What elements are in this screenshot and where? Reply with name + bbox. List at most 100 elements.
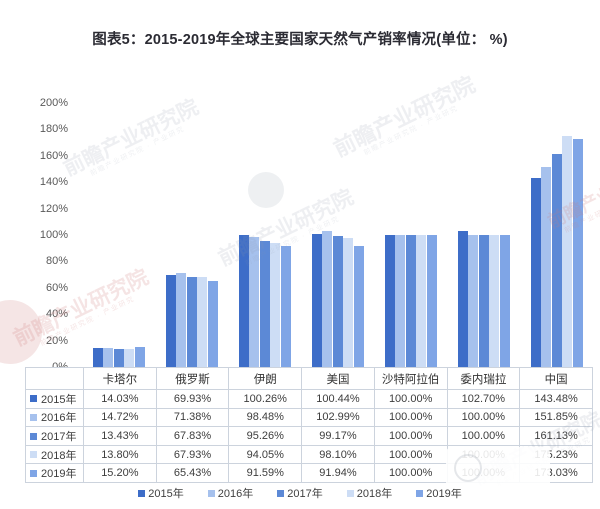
chart-bar — [416, 235, 426, 367]
chart-bar — [197, 277, 207, 367]
legend-swatch-icon — [138, 489, 146, 497]
data-table: 卡塔尔 俄罗斯 伊朗 美国 沙特阿拉伯 委内瑞拉 中国 2015年 14.03% 69.93% 1… — [25, 367, 593, 483]
series-swatch-icon — [30, 395, 37, 403]
table-row: 2018年 13.80% 67.93% 94.05% 98.10% 100.00% 100.… — [25, 444, 593, 465]
chart-bar — [384, 235, 395, 367]
table-row: 2016年 14.72% 71.38% 98.48% 102.99% 100.00% 100… — [25, 407, 593, 428]
table-value-cell: 100.00% — [446, 463, 521, 483]
chart-bar — [468, 235, 478, 367]
table-value-cell: 94.05% — [228, 444, 303, 465]
table-value-cell: 143.48% — [519, 389, 593, 409]
chart-bar — [499, 235, 510, 367]
table-row: 2015年 14.03% 69.93% 100.26% 100.44% 100.00% 10… — [25, 389, 593, 409]
table-value-cell: 100.00% — [446, 407, 521, 428]
table-column-header: 卡塔尔 — [83, 367, 157, 390]
legend-label: 2016年 — [217, 488, 254, 500]
table-value-cell: 71.38% — [155, 407, 230, 428]
chart-bar — [562, 135, 572, 367]
chart-title: 图表5：2015-2019年全球主要国家天然气产销率情况(单位： %) — [92, 32, 508, 48]
legend-item: 2015年 — [138, 485, 184, 501]
table-value-cell: 100.00% — [373, 389, 448, 409]
table-value-cell: 67.93% — [155, 444, 230, 465]
table-value-cell: 95.26% — [228, 426, 303, 446]
table-column-header: 美国 — [301, 367, 375, 390]
chart-bar — [353, 245, 364, 367]
chart-bar — [551, 154, 562, 367]
chart-bar — [541, 166, 551, 367]
y-axis-tick-label: 40% — [45, 308, 68, 321]
chart-bar — [92, 348, 103, 367]
chart-bar — [311, 234, 322, 367]
chart-bar — [113, 349, 124, 367]
table-value-cell: 100.00% — [373, 407, 448, 428]
legend-label: 2018年 — [356, 488, 393, 500]
chart-bar — [530, 177, 541, 367]
y-axis-tick-label: 20% — [45, 334, 68, 347]
table-value-cell: 91.94% — [301, 463, 375, 483]
chart-bar — [165, 274, 176, 367]
chart-bar — [457, 231, 468, 367]
table-value-cell: 100.44% — [301, 389, 375, 409]
table-value-cell: 99.17% — [301, 426, 375, 446]
table-row-label: 2017年 — [25, 426, 84, 446]
y-axis: 0%20%40%60%80%100%120%140%160%180%200% — [22, 97, 68, 373]
series-swatch-icon — [30, 469, 37, 477]
table-value-cell: 65.43% — [155, 463, 230, 483]
chart-bar — [280, 246, 291, 367]
y-axis-tick-label: 120% — [39, 202, 68, 215]
chart-bar — [426, 235, 437, 367]
table-value-cell: 100.00% — [446, 426, 521, 446]
table-value-cell: 14.72% — [83, 407, 157, 428]
legend-label: 2017年 — [287, 488, 323, 500]
y-axis-tick-label: 100% — [39, 229, 68, 241]
chart-bar — [322, 231, 332, 367]
chart-bar — [478, 235, 489, 367]
series-swatch-icon — [30, 432, 37, 440]
table-value-cell: 161.13% — [519, 426, 593, 446]
y-axis-tick-label: 80% — [45, 255, 68, 268]
chart-bar — [405, 235, 416, 367]
table-column-header: 伊朗 — [228, 367, 303, 390]
chart-bar — [343, 237, 353, 367]
y-axis-tick-label: 140% — [39, 176, 68, 189]
legend-swatch-icon — [346, 489, 354, 497]
chart-bar — [489, 235, 499, 367]
table-row-label: 2015年 — [25, 389, 84, 409]
chart-bar — [103, 347, 113, 367]
table-value-cell: 15.20% — [83, 463, 157, 483]
y-axis-tick-label: 60% — [45, 281, 68, 294]
chart-legend: 2015年 2016年 2017年 2018年 2019年 — [0, 485, 600, 501]
table-column-header: 沙特阿拉伯 — [373, 367, 448, 390]
table-value-cell: 13.43% — [83, 426, 157, 446]
legend-label: 2015年 — [148, 488, 184, 500]
chart-bar — [134, 346, 145, 367]
table-value-cell: 100.00% — [373, 426, 448, 446]
chart-bar — [176, 272, 186, 367]
table-row: 2019年 15.20% 65.43% 91.59% 91.94% 100.00% 100.… — [25, 463, 593, 483]
table-row-label: 2016年 — [25, 407, 84, 428]
y-axis-tick-label: 160% — [39, 149, 68, 162]
table-value-cell: 69.93% — [155, 389, 230, 409]
data-table-body: 2015年 14.03% 69.93% 100.26% 100.44% 100.00% 10… — [25, 389, 593, 483]
table-header-row: 卡塔尔 俄罗斯 伊朗 美国 沙特阿拉伯 委内瑞拉 中国 — [25, 367, 593, 390]
table-row-label: 2018年 — [25, 444, 84, 465]
table-corner-cell — [25, 367, 84, 390]
legend-label: 2019年 — [426, 488, 462, 500]
series-swatch-icon — [30, 413, 37, 421]
legend-item: 2018年 — [346, 485, 393, 501]
chart-bar — [259, 241, 270, 367]
chart-bar — [332, 236, 343, 367]
table-value-cell: 98.10% — [301, 444, 375, 465]
table-value-cell: 14.03% — [83, 389, 157, 409]
legend-item: 2017年 — [277, 485, 323, 501]
table-value-cell: 100.00% — [373, 444, 448, 465]
legend-swatch-icon — [416, 489, 424, 497]
table-value-cell: 102.99% — [301, 407, 375, 428]
bar-plot-area — [82, 103, 593, 367]
table-column-header: 俄罗斯 — [155, 367, 230, 390]
chart-bar — [238, 234, 249, 367]
chart-bar — [270, 242, 280, 367]
table-value-cell: 173.03% — [519, 463, 593, 483]
table-value-cell: 67.83% — [155, 426, 230, 446]
chart-bar — [249, 237, 259, 367]
